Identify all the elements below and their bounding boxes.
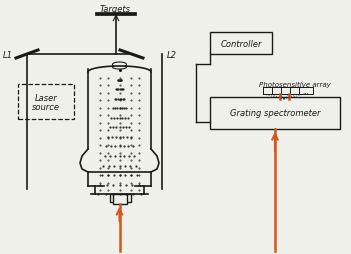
Bar [290,88,299,95]
Text: Controller: Controller [220,39,262,48]
Bar [263,88,313,95]
Text: L1: L1 [3,50,13,59]
Text: Laser: Laser [35,93,57,102]
Bar [110,194,131,202]
Text: Targets: Targets [99,5,131,13]
Bar [281,88,290,95]
Text: ...: ... [302,88,309,94]
FancyBboxPatch shape [18,85,74,120]
Text: L2: L2 [167,50,177,59]
Bar [272,88,281,95]
Text: Photosensitive array: Photosensitive array [259,82,331,88]
Bar [210,33,272,55]
Text: source: source [32,103,60,112]
Bar [263,88,272,95]
Text: Grating spectrometer: Grating spectrometer [230,109,320,118]
Bar [210,98,340,130]
Bar [113,194,127,204]
